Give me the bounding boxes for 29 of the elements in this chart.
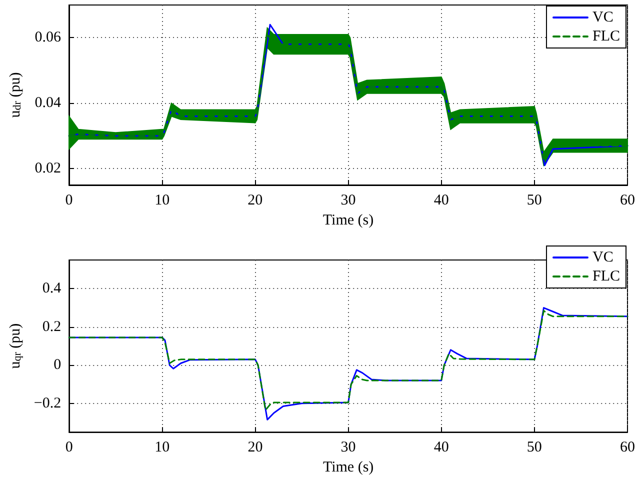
legend-label: VC [592, 250, 614, 266]
x-tick-label: 0 [65, 440, 73, 456]
y-tick-label: −0.2 [34, 395, 62, 412]
y-tick-label: 0.04 [34, 95, 62, 112]
legend-label: FLC [592, 28, 620, 44]
x-tick-label: 40 [434, 440, 449, 456]
x-tick-label: 10 [154, 192, 170, 208]
x-tick-label: 20 [248, 192, 263, 208]
legend-label: VC [592, 10, 614, 26]
legend-label: FLC [592, 268, 620, 284]
y-tick-label: 0.06 [34, 30, 62, 46]
x-tick-label: 30 [340, 192, 356, 208]
y-tick-label: 0.2 [42, 318, 62, 335]
y-axis-title: uqr (pu) [8, 323, 24, 369]
y-axis-title: udr (pu) [8, 72, 24, 118]
x-axis-title: Time (s) [322, 212, 374, 228]
x-axis-title: Time (s) [322, 460, 374, 476]
x-tick-label: 20 [248, 440, 263, 456]
y-tick-label: 0 [54, 357, 62, 374]
x-tick-label: 60 [620, 192, 635, 208]
x-tick-label: 50 [526, 192, 542, 208]
y-tick-label: 0.4 [42, 280, 62, 297]
x-tick-label: 10 [154, 440, 170, 456]
x-tick-label: 60 [620, 440, 635, 456]
x-tick-label: 50 [526, 440, 542, 456]
x-tick-label: 30 [340, 440, 356, 456]
y-tick-label: 0.02 [34, 160, 61, 177]
x-tick-label: 0 [65, 192, 73, 208]
x-tick-label: 40 [434, 192, 449, 208]
